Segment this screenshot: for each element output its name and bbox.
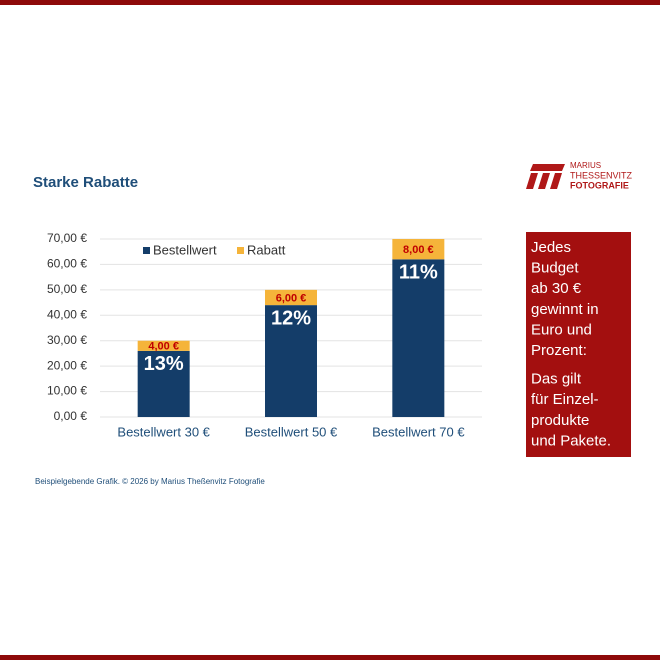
logo-line: THESSENVITZ	[570, 170, 633, 180]
bar-value-label: 4,00 €	[148, 341, 179, 353]
y-tick-label: 60,00 €	[47, 257, 87, 271]
sidebar-box	[526, 232, 631, 457]
x-tick-label: Bestellwert 50 €	[245, 424, 338, 439]
legend-label: Bestellwert	[153, 242, 217, 257]
bar-percent-label: 13%	[144, 353, 184, 375]
legend-label: Rabatt	[247, 242, 286, 257]
bar-segment	[392, 259, 445, 417]
x-tick-label: Bestellwert 70 €	[372, 424, 465, 439]
y-tick-label: 10,00 €	[47, 384, 87, 398]
bar-segment	[137, 350, 190, 417]
sidebar-text: und Pakete.	[531, 432, 611, 449]
y-tick-label: 30,00 €	[47, 333, 87, 347]
bar-value-label: 6,00 €	[276, 292, 307, 304]
chart-title: Starke Rabatte	[33, 174, 138, 191]
x-tick-label: Bestellwert 30 €	[117, 424, 210, 439]
logo-line: MARIUS	[570, 161, 601, 170]
bar-percent-label: 11%	[399, 262, 438, 284]
legend-swatch	[143, 247, 150, 254]
bar-segment	[137, 340, 190, 351]
sidebar-text: ab 30 €	[531, 280, 582, 297]
footnote: Beispielgebende Grafik. © 2026 by Marius…	[35, 477, 265, 486]
top-bar	[0, 0, 660, 5]
bottom-bar	[0, 655, 660, 660]
logo-line: FOTOGRAFIE	[570, 180, 629, 190]
sidebar-text: Prozent:	[531, 342, 587, 359]
sidebar-text: gewinnt in	[531, 301, 599, 318]
legend-swatch	[237, 247, 244, 254]
y-tick-label: 20,00 €	[47, 358, 87, 372]
logo-icon	[526, 164, 565, 189]
y-tick-label: 70,00 €	[47, 231, 87, 245]
sidebar-text: Budget	[531, 260, 579, 277]
y-tick-label: 0,00 €	[54, 409, 88, 423]
y-tick-label: 40,00 €	[47, 307, 87, 321]
bar-segment	[265, 289, 317, 306]
y-tick-label: 50,00 €	[47, 282, 87, 296]
sidebar-text: Jedes	[531, 239, 571, 256]
bar-percent-label: 12%	[271, 307, 311, 329]
bar-segment	[265, 305, 317, 417]
sidebar-text: Euro und	[531, 321, 592, 338]
sidebar-text: produkte	[531, 412, 589, 429]
sidebar-text: Das gilt	[531, 371, 582, 388]
bar-value-label: 8,00 €	[403, 244, 434, 256]
sidebar-text: für Einzel-	[531, 391, 599, 408]
bar-segment	[392, 239, 445, 260]
